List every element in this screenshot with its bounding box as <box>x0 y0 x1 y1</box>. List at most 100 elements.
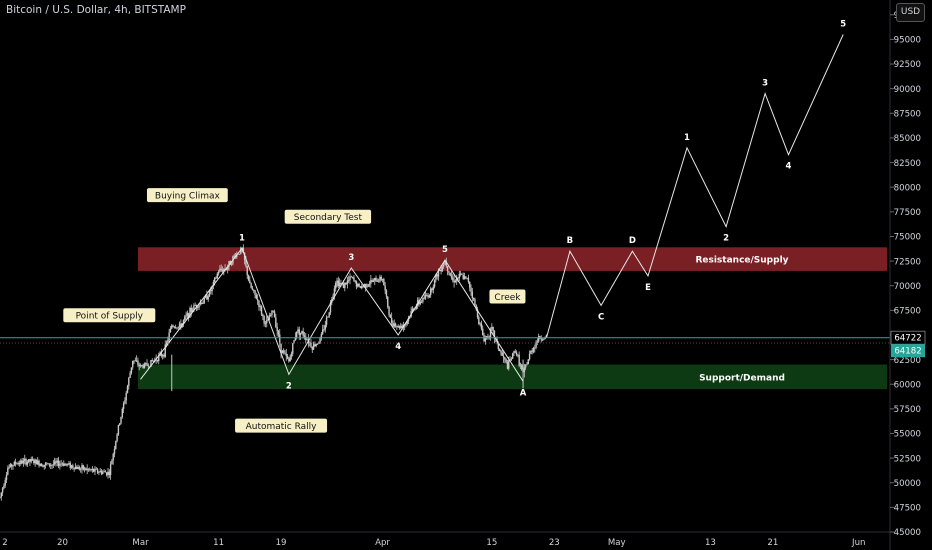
candle-2 <box>1 488 4 493</box>
candle-49 <box>63 463 65 466</box>
candle-386 <box>501 352 503 356</box>
candle-307 <box>398 325 401 328</box>
candle-222 <box>288 358 290 362</box>
candle-91 <box>117 425 120 435</box>
candle-262 <box>340 282 342 284</box>
candle-295 <box>383 279 385 286</box>
candle-126 <box>163 355 165 357</box>
candle-19 <box>24 458 26 461</box>
zone-label-0: Resistance/Supply <box>695 256 788 266</box>
annotation-box-0[interactable] <box>63 308 156 323</box>
candle-146 <box>189 307 191 318</box>
candle-398 <box>517 354 519 356</box>
y-tick-label-14: 62500 <box>894 356 921 366</box>
structure-path-label-2: 2 <box>286 381 292 391</box>
candle-212 <box>275 317 277 328</box>
candle-397 <box>515 352 518 355</box>
y-axis[interactable]: 9750095000925009000087500850008250080000… <box>889 0 926 550</box>
candle-353 <box>458 273 461 279</box>
candle-75 <box>96 469 99 473</box>
candle-82 <box>105 472 108 476</box>
candle-280 <box>363 284 366 287</box>
candle-172 <box>223 268 225 272</box>
x-tick-label-11: Jun <box>851 538 865 548</box>
candle-206 <box>267 319 269 321</box>
candle-384 <box>498 349 501 352</box>
annotation-box-4[interactable] <box>489 289 526 304</box>
candle-308 <box>400 325 402 328</box>
candle-328 <box>426 295 428 296</box>
candle-325 <box>422 297 424 302</box>
candle-375 <box>487 336 489 338</box>
paths-layer: 1 2 3 4 5 A B C D E 1 2 3 4 5 <box>0 19 890 398</box>
y-tick-label-2: 92500 <box>894 60 921 70</box>
candle-134 <box>173 326 176 328</box>
candle-357 <box>463 276 466 279</box>
candle-370 <box>480 323 483 329</box>
candle-60 <box>77 467 79 470</box>
candle-270 <box>350 276 353 278</box>
candle-101 <box>130 367 133 373</box>
candle-288 <box>374 277 376 281</box>
candle-336 <box>436 274 438 277</box>
candle-14 <box>17 463 19 465</box>
candle-199 <box>258 300 260 307</box>
candle-180 <box>233 255 235 257</box>
candle-25 <box>31 458 34 461</box>
candle-379 <box>492 327 494 331</box>
candle-150 <box>194 305 196 307</box>
zone-1 <box>138 364 887 390</box>
candle-293 <box>380 276 382 280</box>
candle-367 <box>476 309 479 318</box>
candle-83 <box>107 471 109 476</box>
candle-256 <box>332 295 334 300</box>
candle-399 <box>518 354 520 366</box>
annotation-box-3[interactable] <box>235 418 328 433</box>
candle-201 <box>260 306 263 315</box>
projection-path-label-6: 2 <box>723 234 729 244</box>
zone-0 <box>138 247 887 271</box>
candle-110 <box>142 365 144 369</box>
annotation-box-1[interactable] <box>146 188 228 203</box>
y-tick-label-11: 70000 <box>894 282 921 292</box>
candle-233 <box>302 331 304 336</box>
chart-title: Bitcoin / U.S. Dollar, 4h, BITSTAMP <box>6 4 186 16</box>
candle-69 <box>89 469 91 471</box>
candle-142 <box>184 316 186 321</box>
candle-41 <box>52 464 55 465</box>
candle-403 <box>523 367 526 373</box>
candle-161 <box>208 290 211 297</box>
currency-button[interactable]: USD <box>896 3 925 22</box>
x-tick-label-1: 20 <box>57 538 68 548</box>
candle-157 <box>203 297 205 303</box>
candle-153 <box>198 304 200 308</box>
candle-264 <box>342 283 345 289</box>
candle-260 <box>337 280 340 286</box>
candle-190 <box>246 265 248 276</box>
candle-71 <box>91 468 94 471</box>
candle-302 <box>392 322 394 327</box>
y-tick-label-21: 45000 <box>894 528 921 538</box>
candle-383 <box>497 342 500 350</box>
candle-299 <box>388 306 390 315</box>
candle-244 <box>316 343 319 345</box>
candle-344 <box>446 266 449 272</box>
candle-193 <box>250 283 252 288</box>
structure-path-label-3: 3 <box>348 253 354 263</box>
x-axis[interactable]: 2 20 Mar 11 19 Apr 15 23 May 13 21 Jun <box>0 531 890 548</box>
annotation-box-2[interactable] <box>284 209 372 224</box>
candle-363 <box>471 291 474 298</box>
candle-129 <box>167 340 169 343</box>
candle-61 <box>78 467 81 470</box>
y-tick-label-18: 52500 <box>894 454 921 464</box>
candle-171 <box>221 269 224 272</box>
candle-204 <box>264 323 267 325</box>
candle-5 <box>5 474 8 481</box>
candle-232 <box>301 331 303 333</box>
candle-230 <box>298 329 300 335</box>
candle-112 <box>145 363 147 364</box>
candle-143 <box>185 315 187 317</box>
candle-243 <box>315 343 317 347</box>
candle-62 <box>79 468 82 470</box>
